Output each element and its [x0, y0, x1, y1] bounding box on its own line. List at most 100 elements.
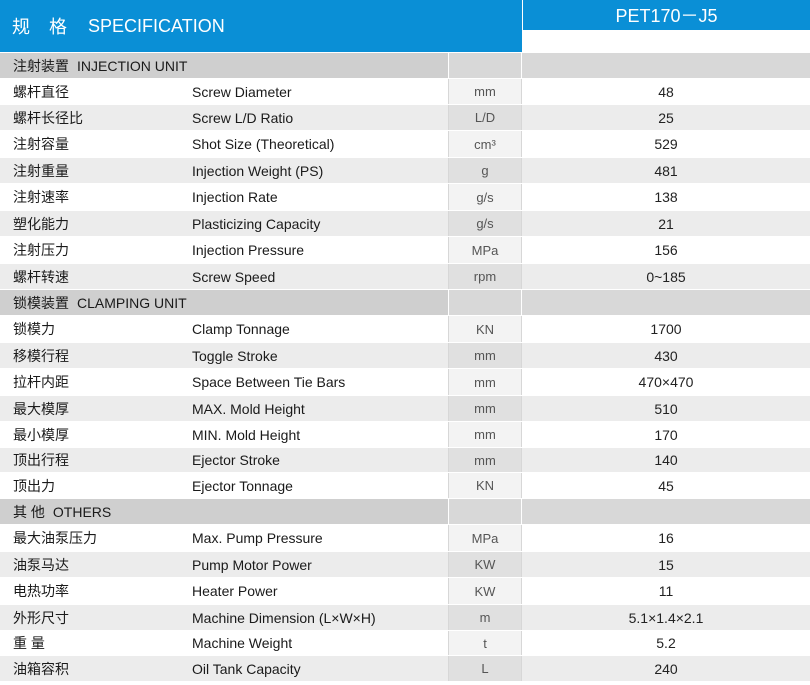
section-title-zh: 锁模装置 — [13, 294, 69, 311]
section-title-en: CLAMPING UNIT — [77, 294, 187, 311]
spec-label-en: Screw Diameter — [192, 83, 292, 100]
spec-row: 最大模厚 MAX. Mold Height mm 510 — [0, 396, 810, 422]
spec-label-zh: 外形尺寸 — [13, 609, 69, 626]
spec-row: 拉杆内距 Space Between Tie Bars mm 470×470 — [0, 369, 810, 396]
spec-row: 最大油泵压力 Max. Pump Pressure MPa 16 — [0, 525, 810, 552]
spec-label-zh: 最大模厚 — [13, 400, 69, 417]
spec-label-zh: 顶出力 — [13, 477, 55, 494]
spec-value: 1700 — [650, 321, 682, 337]
spec-value: 510 — [654, 400, 678, 417]
section-value-cell — [522, 290, 810, 315]
spec-table: 注射装置 INJECTION UNIT 螺杆直径 Screw Diameter mm 48… — [0, 53, 810, 682]
section-title-en: OTHERS — [52, 503, 112, 520]
section-title: 注射装置 INJECTION UNIT — [0, 53, 448, 78]
spec-label-en: Oil Tank Capacity — [192, 660, 301, 677]
spec-label-en: Space Between Tie Bars — [192, 374, 346, 390]
spec-value: 16 — [658, 530, 674, 546]
spec-value: 138 — [654, 189, 678, 205]
spec-label-zh: 螺杆直径 — [13, 83, 69, 100]
spec-label-en: Clamp Tonnage — [192, 321, 290, 337]
spec-value: 481 — [654, 162, 678, 179]
spec-value: 430 — [654, 347, 678, 364]
spec-unit: mm — [448, 343, 522, 368]
spec-row: 注射容量 Shot Size (Theoretical) cm³ 529 — [0, 131, 810, 158]
spec-label-en: Machine Weight — [192, 635, 293, 651]
spec-label-en: Toggle Stroke — [192, 347, 278, 364]
spec-label-zh: 最大油泵压力 — [13, 530, 97, 546]
section-unit-cell — [448, 290, 522, 315]
spec-label-zh: 注射重量 — [13, 162, 69, 179]
spec-label-en: Screw Speed — [192, 268, 276, 285]
spec-value: 48 — [658, 83, 674, 100]
spec-unit: mm — [448, 422, 522, 447]
spec-row: 锁模力 Clamp Tonnage KN 1700 — [0, 316, 810, 343]
spec-unit: KW — [448, 578, 522, 604]
spec-row: 顶出行程 Ejector Stroke mm 140 — [0, 448, 810, 473]
spec-unit: g — [448, 158, 522, 183]
spec-unit: mm — [448, 79, 522, 104]
spec-value: 0~185 — [646, 268, 686, 285]
spec-row: 重 量 Machine Weight t 5.2 — [0, 631, 810, 656]
section-title: 其 他 OTHERS — [0, 499, 448, 524]
spec-label-zh: 电热功率 — [13, 583, 69, 599]
spec-label-zh: 顶出行程 — [13, 452, 69, 468]
spec-label-zh: 塑化能力 — [13, 215, 69, 232]
spec-row: 最小模厚 MIN. Mold Height mm 170 — [0, 422, 810, 448]
spec-value: 11 — [658, 583, 674, 599]
spec-label-en: Injection Weight (PS) — [192, 162, 324, 179]
spec-label-en: Screw L/D Ratio — [192, 109, 294, 126]
section-title-zh: 其 他 — [13, 503, 45, 520]
section-title-en: INJECTION UNIT — [77, 57, 188, 74]
spec-value: 45 — [658, 477, 674, 494]
spec-label-zh: 重 量 — [13, 635, 45, 651]
spec-label-en: Injection Pressure — [192, 242, 305, 258]
spec-unit: rpm — [448, 264, 522, 289]
spec-unit: MPa — [448, 237, 522, 263]
spec-row: 注射速率 Injection Rate g/s 138 — [0, 184, 810, 211]
spec-label-zh: 注射容量 — [13, 136, 69, 152]
section-title-zh: 注射装置 — [13, 57, 69, 74]
spec-label-en: Shot Size (Theoretical) — [192, 136, 335, 152]
model-name: PET170－J5 — [523, 0, 810, 30]
spec-unit: mm — [448, 396, 522, 421]
spec-label-en: Injection Rate — [192, 189, 278, 205]
spec-value: 5.2 — [656, 635, 676, 651]
spec-title-en: SPECIFICATION — [88, 15, 225, 36]
section-header: 锁模装置 CLAMPING UNIT — [0, 290, 810, 316]
spec-value: 15 — [658, 556, 674, 573]
spec-label-zh: 油箱容积 — [13, 660, 69, 677]
spec-unit: L — [448, 656, 522, 681]
spec-label-en: Max. Pump Pressure — [192, 530, 323, 546]
model-subheader — [523, 30, 810, 52]
spec-label-zh: 螺杆转速 — [13, 268, 69, 285]
spec-label-en: Plasticizing Capacity — [192, 215, 321, 232]
spec-title: 规 格 SPECIFICATION — [0, 0, 522, 52]
section-unit-cell — [448, 499, 522, 524]
spec-label-zh: 注射速率 — [13, 189, 69, 205]
spec-label-en: Pump Motor Power — [192, 556, 312, 573]
spec-label-en: MAX. Mold Height — [192, 400, 305, 417]
spec-label-zh: 最小模厚 — [13, 426, 69, 443]
spec-row: 移模行程 Toggle Stroke mm 430 — [0, 343, 810, 369]
spec-title-zh: 规 格 — [12, 17, 75, 37]
spec-unit: g/s — [448, 211, 522, 236]
spec-header: 规 格 SPECIFICATION PET170－J5 — [0, 0, 810, 52]
spec-label-zh: 注射压力 — [13, 242, 69, 258]
spec-value: 156 — [654, 242, 678, 258]
spec-row: 塑化能力 Plasticizing Capacity g/s 21 — [0, 211, 810, 237]
spec-row: 顶出力 Ejector Tonnage KN 45 — [0, 473, 810, 499]
spec-value: 240 — [654, 660, 678, 677]
spec-unit: KW — [448, 552, 522, 577]
spec-unit: KN — [448, 473, 522, 498]
spec-unit: cm³ — [448, 131, 522, 157]
spec-unit: KN — [448, 316, 522, 342]
spec-value: 470×470 — [638, 374, 694, 390]
spec-value: 21 — [658, 215, 674, 232]
spec-label-zh: 拉杆内距 — [13, 374, 69, 390]
spec-unit: MPa — [448, 525, 522, 551]
section-unit-cell — [448, 53, 522, 78]
spec-label-en: MIN. Mold Height — [192, 426, 301, 443]
spec-row: 外形尺寸 Machine Dimension (L×W×H) m 5.1×1.4×2.… — [0, 605, 810, 631]
spec-unit: mm — [448, 369, 522, 395]
spec-unit: L/D — [448, 105, 522, 130]
